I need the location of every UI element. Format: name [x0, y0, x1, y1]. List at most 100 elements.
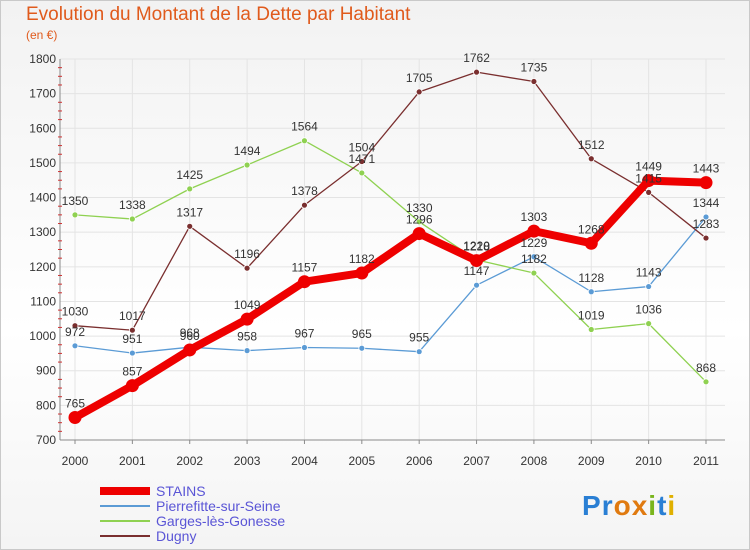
data-label-stains: 1449 — [635, 160, 662, 174]
data-label-garges-l-s-gonesse: 1019 — [578, 309, 605, 323]
data-point-dugny — [243, 264, 251, 272]
data-label-dugny: 1504 — [348, 141, 375, 155]
data-label-pierrefitte-sur-seine: 951 — [122, 332, 142, 346]
data-label-pierrefitte-sur-seine: 965 — [352, 327, 372, 341]
data-point-pierrefitte-sur-seine — [702, 213, 710, 221]
data-label-dugny: 1735 — [521, 61, 548, 75]
x-tick-label: 2009 — [578, 454, 605, 468]
data-label-stains: 1303 — [521, 210, 548, 224]
data-label-stains: 857 — [122, 365, 142, 379]
data-point-garges-l-s-gonesse — [358, 169, 366, 177]
data-label-stains: 1218 — [463, 240, 490, 254]
data-point-pierrefitte-sur-seine — [243, 347, 251, 355]
data-label-dugny: 1017 — [119, 309, 146, 323]
legend-label: STAINS — [156, 482, 206, 499]
proxiti-logo: Proxiti — [582, 490, 676, 522]
data-point-dugny — [473, 68, 480, 76]
data-label-pierrefitte-sur-seine: 1128 — [578, 271, 604, 285]
data-point-dugny — [530, 78, 538, 85]
data-point-garges-l-s-gonesse — [128, 215, 136, 223]
data-label-garges-l-s-gonesse: 1471 — [348, 152, 375, 166]
data-label-dugny: 1705 — [406, 71, 433, 85]
data-label-dugny: 1378 — [291, 184, 318, 198]
data-point-garges-l-s-gonesse — [186, 185, 194, 193]
y-tick-label: 800 — [36, 398, 56, 412]
data-point-pierrefitte-sur-seine — [530, 253, 538, 261]
data-point-dugny — [301, 201, 308, 209]
y-tick-label: 700 — [36, 433, 56, 447]
logo-letter: x — [631, 490, 649, 521]
series-line-dugny — [74, 71, 707, 331]
data-point-garges-l-s-gonesse — [645, 320, 653, 328]
y-tick-label: 1800 — [29, 52, 56, 66]
data-label-pierrefitte-sur-seine: 968 — [180, 326, 200, 340]
logo-letter: P — [582, 490, 602, 521]
series-line-pierrefitte-sur-seine — [74, 216, 707, 354]
data-label-stains: 1268 — [578, 222, 605, 236]
data-label-stains: 1157 — [292, 261, 318, 275]
data-point-dugny — [415, 88, 423, 96]
data-label-pierrefitte-sur-seine: 958 — [237, 330, 257, 344]
legend-label: Dugny — [156, 527, 197, 544]
data-label-garges-l-s-gonesse: 868 — [696, 361, 716, 375]
x-tick-label: 2002 — [176, 454, 203, 468]
data-point-stains — [470, 254, 484, 268]
data-label-pierrefitte-sur-seine: 1143 — [636, 266, 662, 280]
data-label-garges-l-s-gonesse: 1036 — [635, 303, 662, 317]
data-point-garges-l-s-gonesse — [415, 218, 423, 226]
logo-letter: t — [657, 490, 668, 521]
y-tick-label: 1200 — [29, 260, 56, 274]
legend-swatch — [100, 504, 150, 507]
data-point-dugny — [702, 234, 710, 242]
data-label-stains: 960 — [180, 329, 200, 343]
logo-letter: o — [613, 490, 632, 521]
data-label-garges-l-s-gonesse: 1350 — [62, 194, 89, 208]
logo-letter: i — [667, 490, 677, 521]
data-label-garges-l-s-gonesse: 1425 — [176, 168, 203, 182]
data-label-garges-l-s-gonesse: 1564 — [291, 120, 318, 134]
x-tick-label: 2000 — [62, 454, 89, 468]
data-point-garges-l-s-gonesse — [71, 211, 79, 219]
legend-item-stains: STAINS — [100, 482, 285, 499]
data-point-stains — [584, 236, 598, 250]
chart-title: Evolution du Montant de la Dette par Hab… — [26, 4, 411, 25]
data-point-garges-l-s-gonesse — [301, 137, 308, 145]
data-point-garges-l-s-gonesse — [587, 326, 595, 333]
x-tick-label: 2010 — [635, 454, 662, 468]
x-tick-label: 2003 — [234, 454, 261, 468]
data-point-dugny — [186, 222, 194, 230]
y-tick-label: 1500 — [29, 156, 56, 170]
data-point-stains — [183, 343, 197, 357]
legend-label: Garges-lès-Gonesse — [156, 512, 286, 529]
data-point-dugny — [71, 322, 79, 330]
y-tick-label: 1400 — [29, 191, 56, 205]
data-point-stains — [297, 275, 311, 289]
data-point-stains — [699, 176, 713, 190]
logo-letter: i — [648, 490, 658, 521]
series-line-garges-l-s-gonesse — [74, 140, 707, 383]
data-point-stains — [68, 410, 82, 424]
data-point-stains — [355, 266, 369, 280]
x-tick-label: 2005 — [348, 454, 375, 468]
data-label-pierrefitte-sur-seine: 1229 — [521, 236, 548, 250]
legend-swatch — [100, 534, 150, 537]
y-tick-label: 1100 — [30, 294, 56, 308]
x-tick-label: 2006 — [406, 454, 433, 468]
data-label-stains: 765 — [65, 396, 85, 410]
x-tick-label: 2007 — [463, 454, 490, 468]
y-tick-label: 1000 — [29, 329, 56, 343]
data-label-dugny: 1762 — [463, 51, 490, 65]
data-point-stains — [240, 312, 254, 326]
legend-swatch — [100, 519, 150, 522]
data-point-dugny — [587, 155, 595, 163]
data-label-stains: 1443 — [693, 162, 720, 176]
y-tick-label: 900 — [36, 364, 56, 378]
data-point-pierrefitte-sur-seine — [71, 342, 79, 350]
data-label-dugny: 1317 — [176, 205, 203, 219]
y-tick-label: 1600 — [29, 121, 56, 135]
chart-legend: STAINS Pierrefitte-sur-Seine Garges-lès-Go… — [100, 482, 286, 544]
data-point-pierrefitte-sur-seine — [473, 281, 480, 289]
data-point-pierrefitte-sur-seine — [128, 349, 136, 357]
